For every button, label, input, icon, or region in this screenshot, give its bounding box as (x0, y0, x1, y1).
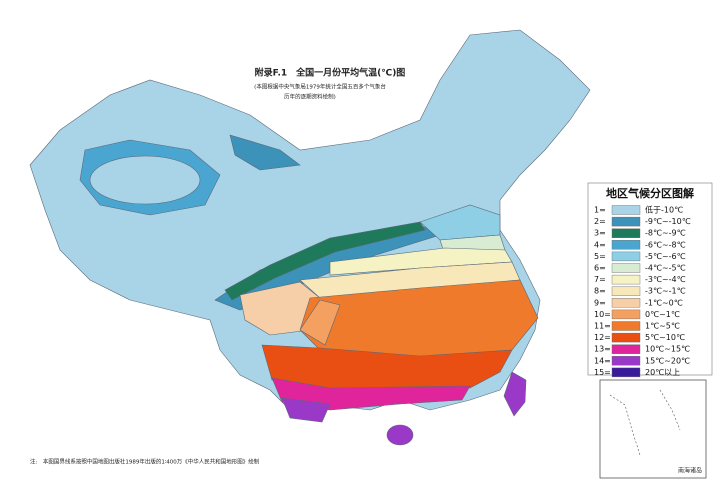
legend-key: 7= (594, 275, 606, 284)
zone-region (299, 299, 341, 346)
legend-key: 10= (594, 310, 611, 319)
legend-key: 11= (594, 322, 611, 331)
legend-swatch (611, 321, 641, 331)
legend-key: 2= (594, 217, 606, 226)
legend-swatch (611, 356, 641, 366)
legend-label: -3℃~-4℃ (645, 275, 686, 284)
legend-swatch (611, 240, 641, 250)
zone-region (89, 155, 201, 205)
legend-swatch (611, 344, 641, 354)
map-subtitle: (本图根据中央气象局1979年统计全国五百多个气象台 (254, 83, 386, 91)
legend-key: 12= (594, 333, 611, 342)
zone-region (419, 204, 501, 241)
legend-label: 5℃~10℃ (645, 333, 685, 342)
legend-swatch (611, 251, 641, 262)
footnote: 注: 本图国界线系按照中国地图出版社1989年出版的1∶400万《中华人民共和国… (30, 458, 260, 466)
zone-region (224, 221, 426, 301)
legend-swatch (611, 298, 641, 308)
legend-label: -4℃~-5℃ (645, 264, 686, 273)
legend-label: 低于-10℃ (645, 205, 683, 215)
legend-label: -9℃~-10℃ (645, 217, 691, 226)
legend-key: 6= (594, 264, 606, 273)
legend: 1= 低于-10℃ 2= -9℃~-10℃ 3= -8℃~-9℃ 4= -6℃~-8℃ 5= -5… (594, 205, 691, 378)
legend-swatch (611, 286, 641, 296)
legend-key: 14= (594, 356, 611, 365)
legend-key: 15= (594, 368, 611, 377)
legend-key: 5= (594, 252, 606, 261)
legend-label: -5℃~-6℃ (645, 252, 686, 261)
zone-region (229, 134, 301, 171)
legend-label: -1℃~0℃ (645, 298, 683, 307)
legend-box (587, 182, 713, 376)
legend-key: 8= (594, 287, 606, 296)
legend-swatch (611, 228, 641, 238)
legend-key: 1= (594, 206, 606, 215)
map-subtitle: 历年的逐期资料绘制) (284, 93, 336, 101)
map-title: 附录F.1 全国一月份平均气温(℃)图 (255, 67, 406, 79)
legend-label: 20℃以上 (645, 368, 680, 377)
legend-label: -8℃~-9℃ (645, 229, 686, 238)
zone-region (503, 371, 527, 417)
legend-swatch (611, 216, 641, 227)
inset-border (609, 389, 681, 456)
legend-key: 3= (594, 229, 606, 238)
legend-label: 15℃~20℃ (645, 356, 690, 365)
legend-swatch (611, 309, 641, 320)
china-map (29, 29, 591, 446)
legend-key: 9= (594, 298, 606, 307)
legend-swatch (611, 205, 641, 215)
inset-label: 南海诸岛 (678, 467, 702, 475)
legend-label: 0℃~1℃ (645, 310, 680, 319)
zone-region (281, 397, 331, 423)
legend-swatch (611, 332, 641, 343)
legend-title: 地区气候分区图解 (606, 186, 694, 200)
inset-frame (599, 379, 707, 479)
legend-swatch (611, 367, 641, 378)
legend-swatch (611, 263, 641, 273)
legend-label: -6℃~-8℃ (645, 240, 686, 249)
legend-swatch (611, 274, 641, 285)
zone-region (386, 424, 414, 446)
legend-label: 10℃~15℃ (645, 345, 690, 354)
legend-key: 13= (594, 345, 611, 354)
legend-key: 4= (594, 240, 606, 249)
legend-label: 1℃~5℃ (645, 322, 680, 331)
legend-label: -3℃~-1℃ (645, 287, 686, 296)
